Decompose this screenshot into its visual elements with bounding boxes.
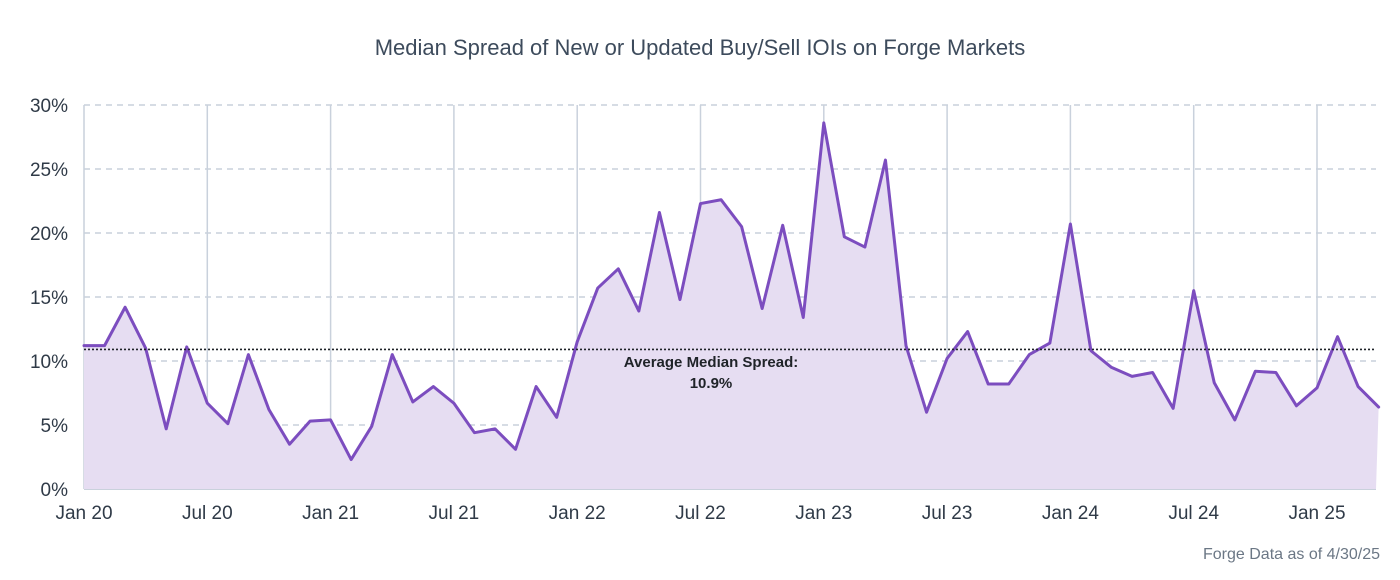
x-tick-label: Jul 20 [182, 503, 233, 524]
x-tick-label: Jul 23 [922, 503, 973, 524]
y-tick-label: 30% [30, 96, 68, 117]
y-tick-label: 5% [41, 416, 69, 437]
x-tick-label: Jan 21 [302, 503, 359, 524]
series-line-group [82, 121, 1381, 462]
y-tick-label: 20% [30, 224, 68, 245]
average-label-value: 10.9% [690, 375, 733, 392]
x-tick-label: Jul 21 [429, 503, 480, 524]
x-tick-label: Jul 24 [1168, 503, 1219, 524]
chart-title: Median Spread of New or Updated Buy/Sell… [375, 35, 1026, 60]
average-label-title: Average Median Spread: [624, 354, 799, 371]
x-axis-ticks: Jan 20 Jul 20 Jan 21 Jul 21 Jan 22 Jul 22 Jan … [55, 503, 1345, 524]
y-tick-label: 25% [30, 160, 68, 181]
y-tick-label: 15% [30, 288, 68, 309]
series-area-fill [84, 122, 1379, 490]
x-tick-label: Jan 22 [549, 503, 606, 524]
series-line [82, 121, 1381, 462]
x-tick-label: Jul 22 [675, 503, 726, 524]
x-tick-label: Jan 23 [795, 503, 852, 524]
y-axis-ticks: 0% 5% 10% 15% 20% 25% 30% [30, 96, 68, 501]
x-tick-label: Jan 25 [1288, 503, 1345, 524]
x-tick-label: Jan 20 [55, 503, 112, 524]
source-note: Forge Data as of 4/30/25 [1203, 546, 1380, 563]
y-tick-label: 10% [30, 352, 68, 373]
x-tick-label: Jan 24 [1042, 503, 1099, 524]
series-area [84, 122, 1379, 490]
y-tick-label: 0% [41, 480, 69, 501]
